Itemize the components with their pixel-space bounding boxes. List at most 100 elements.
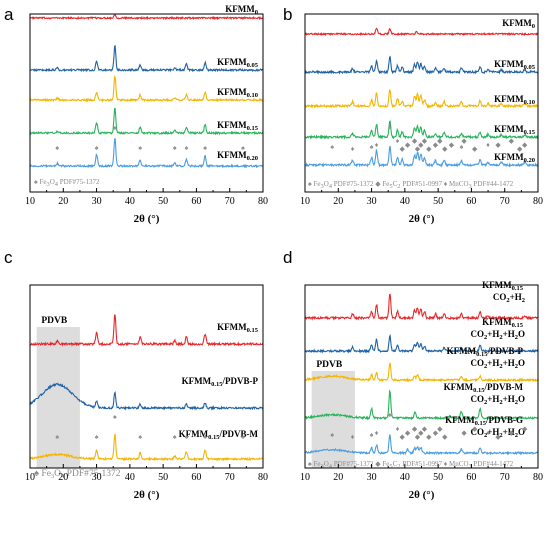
series-line-2	[304, 55, 539, 75]
phase-marker-fe5c2: ◆	[522, 141, 528, 149]
phase-marker-fe3o4: ♠	[138, 144, 142, 152]
x-tick-label: 70	[225, 472, 235, 483]
phase-marker-fe5c2: ◆	[399, 145, 405, 153]
phase-marker-fe5c2: ◆	[472, 145, 478, 153]
series-line-3	[29, 433, 264, 462]
phase-marker-fe5c2: ◆	[418, 429, 424, 437]
series-label-4: KFMM0.15	[494, 124, 536, 136]
x-tick-label: 20	[333, 196, 343, 207]
pdvb-label: PDVB	[316, 360, 343, 370]
panel-letter: c	[4, 248, 13, 267]
x-tick-label: 50	[433, 472, 443, 483]
phase-marker-fe3o4: ♠	[370, 143, 374, 151]
x-tick-label: 70	[500, 472, 510, 483]
phase-marker-fe3o4: ♠	[241, 144, 245, 152]
phase-marker-fe5c2: ◆	[415, 433, 421, 441]
x-tick-label: 80	[258, 472, 268, 483]
phase-marker-mnco3: ♦	[486, 141, 490, 149]
phase-marker-fe3o4: ♠	[203, 433, 207, 441]
phase-marker-fe3o4: ♠	[460, 143, 464, 151]
phase-marker-fe5c2: ◆	[522, 425, 528, 433]
x-tick-label: 10	[25, 196, 35, 207]
series-line-1	[304, 27, 539, 37]
phase-reference-fe3o4: ♠ Fe3O4 PDF#75-1372	[34, 178, 100, 188]
x-tick-label: 50	[433, 196, 443, 207]
x-tick-label: 10	[25, 472, 35, 483]
phase-marker-mnco3: ♦	[442, 145, 446, 153]
series-label-3: KFMM0.10	[217, 87, 258, 99]
x-tick-label: 30	[367, 196, 377, 207]
series-label-2: KFMM0.05	[494, 59, 536, 71]
x-tick-label: 30	[367, 472, 377, 483]
phase-marker-fe3o4: ♠	[55, 144, 59, 152]
x-tick-label: 30	[92, 472, 102, 483]
phase-marker-fe5c2: ◆	[495, 433, 501, 441]
series-line-1	[29, 14, 264, 21]
series-line-4	[304, 120, 539, 140]
series-label-5: KFMM0.20	[494, 152, 535, 164]
series-line-1	[29, 314, 264, 347]
phase-marker-fe3o4: ♠	[113, 413, 117, 421]
phase-marker-fe5c2: ◆	[415, 145, 421, 153]
x-tick-label: 20	[58, 196, 68, 207]
panel-letter: a	[4, 5, 14, 24]
phase-marker-mnco3: ♦	[396, 425, 400, 433]
x-tick-label: 60	[466, 196, 476, 207]
phase-marker-fe5c2: ◆	[449, 141, 455, 149]
phase-reference-legend: ♠ Fe3O4 PDF#75-1372 ◆ Fe5C2 PDF#51-0997 …	[308, 460, 514, 470]
series-label-1: KFMM0.15	[217, 322, 259, 334]
x-tick-label: 60	[466, 472, 476, 483]
panel-letter: d	[283, 248, 292, 267]
series-label-4: KFMM0.15/PDVB-M	[444, 382, 524, 394]
series-condition-5: CO2+H2+H2O	[470, 427, 525, 439]
x-tick-label: 10	[300, 196, 310, 207]
phase-marker-mnco3: ♦	[396, 137, 400, 145]
phase-marker-fe5c2: ◆	[442, 433, 448, 441]
phase-marker-fe5c2: ◆	[517, 145, 523, 153]
series-condition-4: CO2+H2+H2O	[470, 394, 525, 406]
phase-marker-fe3o4: ♠	[203, 144, 207, 152]
phase-marker-fe5c2: ◆	[437, 425, 443, 433]
x-tick-label: 20	[333, 472, 343, 483]
phase-marker-fe3o4: ♠	[173, 433, 177, 441]
phase-marker-fe5c2: ◆	[418, 141, 424, 149]
x-axis-title: 2θ (°)	[134, 213, 160, 225]
phase-marker-mnco3: ♦	[486, 429, 490, 437]
phase-marker-fe5c2: ◆	[437, 137, 443, 145]
x-tick-label: 30	[92, 196, 102, 207]
x-tick-label: 80	[533, 472, 543, 483]
phase-marker-mnco3: ♦	[375, 429, 379, 437]
series-label-2: KFMM0.05	[217, 57, 259, 69]
series-label-2: KFMM0.15	[482, 317, 524, 329]
x-tick-label: 40	[125, 196, 135, 207]
phase-marker-fe5c2: ◆	[509, 137, 515, 145]
series-line-5	[29, 138, 264, 169]
x-tick-label: 40	[400, 472, 410, 483]
panel-b: KFMM0 KFMM0.05 KFMM0.10 KFMM0.15 KFMM0.20 ♠ ♠ ♠…	[283, 5, 543, 225]
series-label-4: KFMM0.15	[217, 120, 259, 132]
phase-marker-fe5c2: ◆	[412, 137, 418, 145]
x-tick-label: 60	[191, 196, 201, 207]
phase-marker-fe3o4: ♠	[95, 144, 99, 152]
phase-marker-fe3o4: ♠	[185, 144, 189, 152]
phase-marker-fe5c2: ◆	[433, 429, 439, 437]
phase-marker-fe5c2: ◆	[472, 425, 478, 433]
phase-marker-fe5c2: ◆	[422, 425, 428, 433]
x-tick-label: 50	[158, 472, 168, 483]
series-line-3	[304, 362, 539, 383]
phase-marker-mnco3: ♦	[351, 433, 355, 441]
series-line-3	[304, 89, 539, 109]
series-line-4	[29, 107, 264, 136]
series-line-2	[29, 44, 264, 73]
series-label-5: KFMM0.20	[217, 150, 258, 162]
series-line-2	[29, 382, 264, 411]
series-label-1: KFMM0	[225, 4, 258, 16]
phase-marker-fe3o4: ♠	[95, 433, 99, 441]
phase-marker-fe5c2: ◆	[405, 141, 411, 149]
phase-marker-mnco3: ♦	[375, 141, 379, 149]
series-line-4	[304, 389, 539, 421]
x-tick-label: 20	[58, 472, 68, 483]
x-tick-label: 60	[191, 472, 201, 483]
phase-marker-fe3o4: ♠	[370, 431, 374, 439]
series-label-2: KFMM0.15/PDVB-P	[182, 376, 259, 388]
